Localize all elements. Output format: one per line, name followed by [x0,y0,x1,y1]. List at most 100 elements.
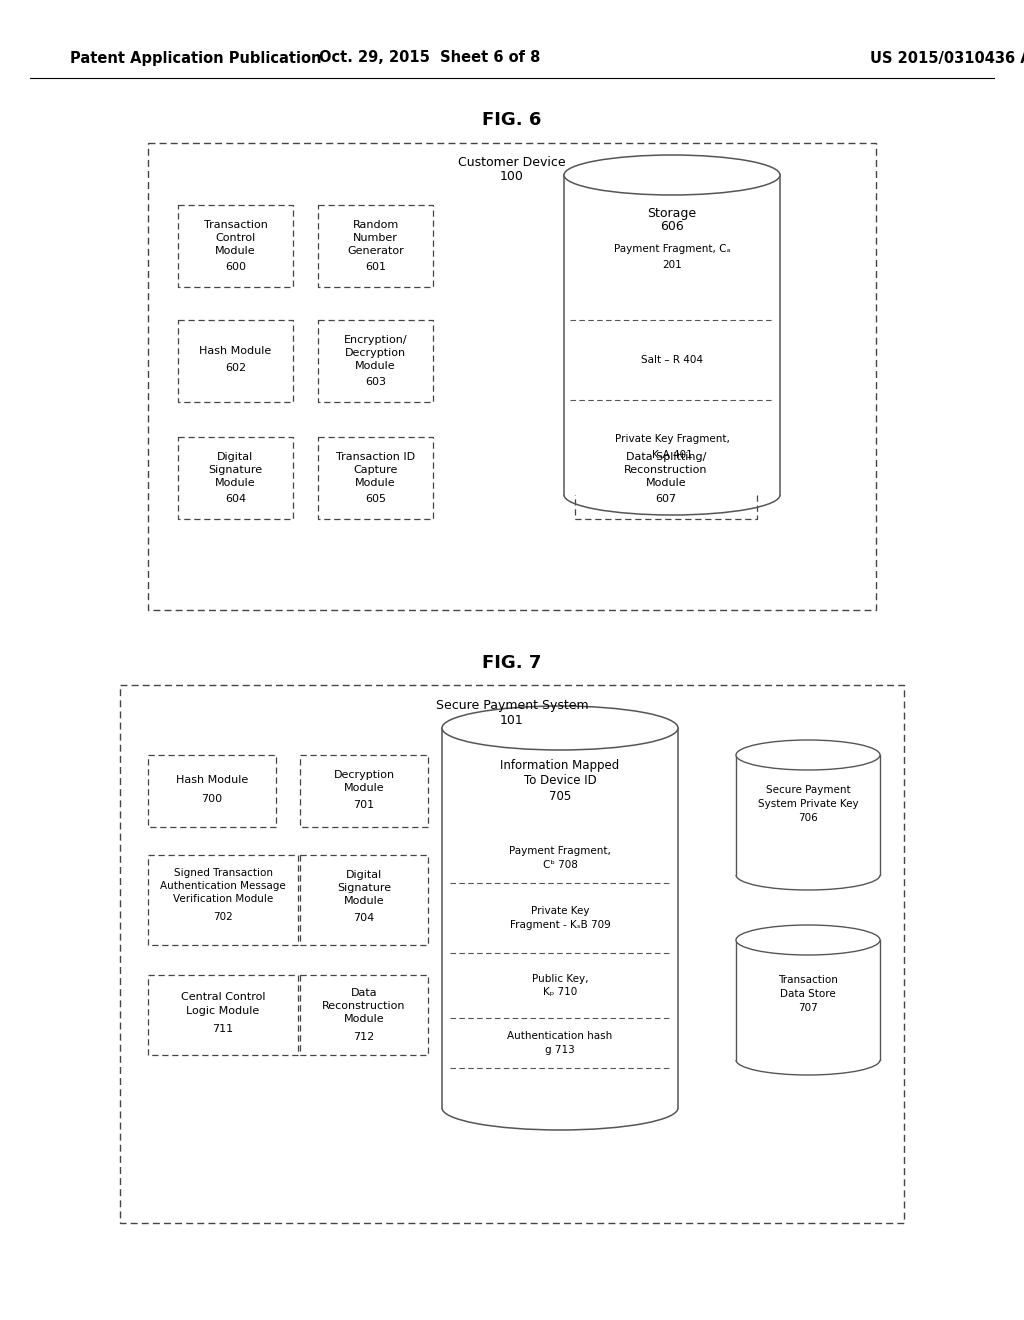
Bar [300,855,428,945]
Text: 100: 100 [500,170,524,183]
Bar [148,755,276,828]
Text: Reconstruction: Reconstruction [323,1001,406,1011]
Text: Fragment - KₛB 709: Fragment - KₛB 709 [510,920,610,931]
Text: 706: 706 [798,813,818,822]
Text: 606: 606 [660,220,684,234]
Bar [148,855,298,945]
Text: Digital: Digital [346,870,382,880]
Text: Authentication Message: Authentication Message [160,880,286,891]
Text: Hash Module: Hash Module [200,346,271,356]
Text: Private Key Fragment,: Private Key Fragment, [614,434,729,445]
Bar [318,205,433,286]
Text: Module: Module [344,896,384,906]
Text: Public Key,: Public Key, [531,974,588,983]
Text: Signature: Signature [209,465,262,475]
Text: Generator: Generator [347,246,403,256]
Text: 605: 605 [365,494,386,504]
Text: 702: 702 [213,912,232,921]
Ellipse shape [736,741,880,770]
Text: FIG. 7: FIG. 7 [482,653,542,672]
Text: Number: Number [353,234,398,243]
Text: FIG. 6: FIG. 6 [482,111,542,129]
Text: 201: 201 [663,260,682,271]
Text: Logic Module: Logic Module [186,1006,260,1016]
Text: Private Key: Private Key [530,906,589,916]
Text: Random: Random [352,220,398,230]
Text: Module: Module [344,783,384,793]
Text: Decryption: Decryption [345,348,407,358]
Text: Verification Module: Verification Module [173,894,273,904]
Text: Encryption/: Encryption/ [344,335,408,345]
Bar [178,319,293,403]
Text: 707: 707 [798,1003,818,1012]
Bar [300,975,428,1055]
Text: Hash Module: Hash Module [176,775,248,785]
Text: Kₚ 710: Kₚ 710 [543,987,578,998]
Text: Signed Transaction: Signed Transaction [173,869,272,878]
Text: 712: 712 [353,1032,375,1041]
Text: Payment Fragment,: Payment Fragment, [509,846,611,857]
Ellipse shape [736,925,880,954]
Text: Transaction: Transaction [204,220,267,230]
Text: Information Mapped: Information Mapped [501,759,620,772]
Bar [148,975,298,1055]
Text: Module: Module [215,478,256,488]
Text: Reconstruction: Reconstruction [625,465,708,475]
Text: US 2015/0310436 A1: US 2015/0310436 A1 [870,50,1024,66]
Text: Authentication hash: Authentication hash [507,1031,612,1041]
Text: Customer Device: Customer Device [458,157,566,169]
Bar [318,437,433,519]
Text: 700: 700 [202,795,222,804]
Text: Data Splitting/: Data Splitting/ [626,451,707,462]
Text: Module: Module [646,478,686,488]
Bar [442,729,678,1107]
Text: Signature: Signature [337,883,391,894]
Bar [575,437,757,519]
Text: Cᵇ 708: Cᵇ 708 [543,861,578,870]
Text: To Device ID: To Device ID [523,775,596,788]
Text: Secure Payment System: Secure Payment System [435,700,589,713]
Text: KₛA 401: KₛA 401 [651,450,692,461]
Bar [148,143,876,610]
Text: 603: 603 [365,378,386,387]
Text: Data Store: Data Store [780,989,836,999]
Text: Module: Module [215,246,256,256]
Text: Transaction: Transaction [778,975,838,985]
Bar [178,205,293,286]
Text: Transaction ID: Transaction ID [336,451,415,462]
Bar [564,176,780,495]
Text: Module: Module [355,478,396,488]
Bar [318,319,433,403]
Text: 602: 602 [225,363,246,374]
Bar [120,685,904,1224]
Text: 705: 705 [549,789,571,803]
Text: Module: Module [355,360,396,371]
Text: 604: 604 [225,494,246,504]
Text: Digital: Digital [217,451,254,462]
Text: Capture: Capture [353,465,397,475]
Text: 600: 600 [225,261,246,272]
Text: Storage: Storage [647,206,696,219]
Bar [736,940,880,1060]
Text: Patent Application Publication: Patent Application Publication [70,50,322,66]
Text: Payment Fragment, Cₐ: Payment Fragment, Cₐ [613,244,730,255]
Bar [300,755,428,828]
Text: Data: Data [350,987,377,998]
Text: Oct. 29, 2015  Sheet 6 of 8: Oct. 29, 2015 Sheet 6 of 8 [319,50,541,66]
Text: Secure Payment: Secure Payment [766,785,850,795]
Bar [178,437,293,519]
Text: 601: 601 [365,261,386,272]
Ellipse shape [442,706,678,750]
Text: Salt – R 404: Salt – R 404 [641,355,703,366]
Text: System Private Key: System Private Key [758,799,858,809]
Text: g 713: g 713 [545,1045,574,1055]
Text: 711: 711 [212,1024,233,1034]
Text: 607: 607 [655,494,677,504]
Text: Decryption: Decryption [334,770,394,780]
Text: Module: Module [344,1014,384,1024]
Text: 101: 101 [500,714,524,727]
Ellipse shape [564,154,780,195]
Text: Central Control: Central Control [181,993,265,1002]
Text: 704: 704 [353,913,375,923]
Text: 701: 701 [353,800,375,810]
